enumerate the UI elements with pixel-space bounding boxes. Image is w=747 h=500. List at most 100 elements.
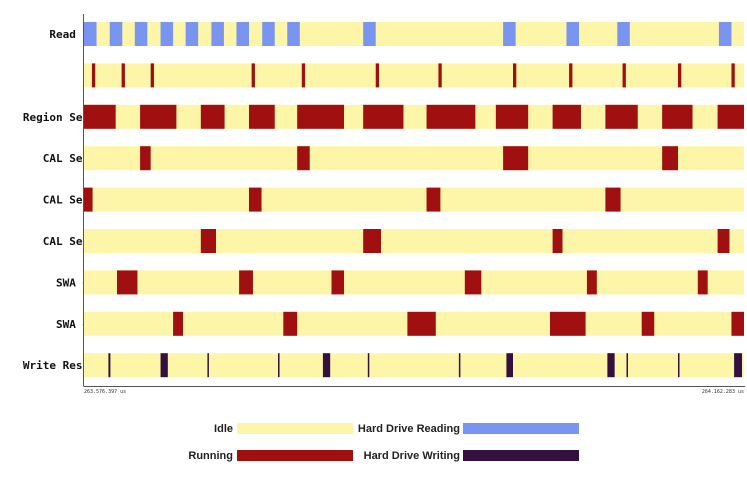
running-segment — [84, 104, 116, 129]
legend-swatch — [463, 450, 579, 461]
reading-segment — [363, 22, 376, 46]
writing-segment — [367, 353, 370, 378]
running-segment — [301, 63, 306, 88]
running-segment — [552, 104, 581, 129]
idle-bar — [84, 353, 744, 378]
running-segment — [678, 63, 682, 88]
idle-bar — [84, 22, 744, 46]
writing-segment — [207, 353, 209, 378]
running-segment — [407, 311, 436, 336]
running-segment — [697, 270, 708, 295]
running-segment — [549, 311, 586, 336]
running-segment — [438, 63, 442, 88]
idle-bar — [84, 63, 744, 88]
running-segment — [173, 311, 183, 336]
running-segment — [503, 146, 529, 171]
running-segment — [731, 63, 735, 88]
running-segment — [239, 270, 253, 295]
reading-segment — [503, 22, 516, 46]
reading-segment — [262, 22, 275, 46]
reading-segment — [84, 22, 97, 46]
x-tick-label-end: 264.162.283 us — [702, 389, 744, 395]
idle-bar — [84, 270, 744, 295]
running-segment — [117, 270, 138, 295]
running-segment — [297, 146, 310, 171]
running-segment — [363, 229, 381, 253]
running-segment — [297, 104, 345, 129]
running-segment — [717, 104, 744, 129]
writing-segment — [607, 353, 615, 378]
writing-segment — [678, 353, 680, 378]
running-segment — [513, 63, 517, 88]
idle-bar — [84, 146, 744, 171]
writing-segment — [278, 353, 280, 378]
legend-item: Hard Drive Writing — [364, 450, 579, 462]
reading-segment — [287, 22, 300, 46]
writing-segment — [160, 353, 168, 378]
running-segment — [363, 104, 404, 129]
legend-item: Idle — [214, 423, 353, 435]
running-segment — [731, 311, 744, 336]
running-segment — [605, 187, 621, 212]
timeline-row: CAL Seeker — [43, 187, 744, 212]
reading-segment — [718, 22, 732, 46]
running-segment — [586, 270, 597, 295]
running-segment — [150, 63, 154, 88]
legend-item: Running — [188, 450, 353, 462]
running-segment — [200, 104, 225, 129]
legend-label: Running — [188, 450, 233, 462]
reading-segment — [160, 22, 174, 46]
running-segment — [84, 187, 93, 212]
reading-segment — [185, 22, 199, 46]
writing-segment — [506, 353, 513, 378]
running-segment — [121, 63, 125, 88]
reading-segment — [134, 22, 148, 46]
timeline-row: Read Data — [49, 22, 744, 46]
writing-segment — [734, 353, 743, 378]
reading-segment — [109, 22, 123, 46]
legend-label: Idle — [214, 423, 233, 435]
running-segment — [464, 270, 482, 295]
legend-label: Hard Drive Reading — [358, 423, 460, 435]
idle-bar — [84, 187, 744, 212]
running-segment — [605, 104, 638, 129]
reading-segment — [211, 22, 224, 46]
running-segment — [426, 187, 441, 212]
idle-bar — [84, 229, 744, 253]
running-segment — [249, 104, 275, 129]
legend-label: Hard Drive Writing — [364, 450, 460, 462]
running-segment — [375, 63, 380, 88]
legend-item: Hard Drive Reading — [358, 423, 579, 435]
reading-segment — [236, 22, 249, 46]
idle-bar — [84, 104, 744, 129]
running-segment — [200, 229, 216, 253]
timeline-row: Region Seeker — [23, 104, 744, 129]
writing-segment — [626, 353, 629, 378]
timeline-row: BWT — [84, 63, 744, 88]
x-tick-label-start: 263.576.397 us — [84, 389, 126, 395]
running-segment — [662, 146, 678, 171]
running-segment — [249, 187, 262, 212]
running-segment — [251, 63, 255, 88]
running-segment — [662, 104, 693, 129]
writing-segment — [322, 353, 331, 378]
running-segment — [717, 229, 730, 253]
timeline-row: SWA + SJ — [56, 270, 744, 295]
running-segment — [552, 229, 563, 253]
legend-swatch — [237, 423, 353, 434]
legend-swatch — [237, 450, 353, 461]
timeline-row: CAL Seeker — [43, 146, 744, 171]
running-segment — [495, 104, 529, 129]
running-segment — [426, 104, 476, 129]
running-segment — [140, 146, 151, 171]
running-segment — [331, 270, 345, 295]
running-segment — [283, 311, 298, 336]
running-segment — [622, 63, 626, 88]
timeline-row: Write Results — [23, 353, 744, 378]
reading-segment — [617, 22, 630, 46]
running-segment — [569, 63, 573, 88]
running-segment — [91, 63, 96, 88]
timeline-row: CAL Seeker — [43, 229, 744, 253]
writing-segment — [458, 353, 461, 378]
